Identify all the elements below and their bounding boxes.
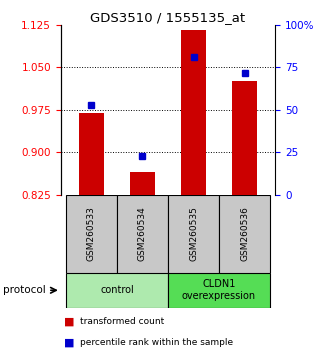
Bar: [66, 195, 117, 273]
Text: ■: ■: [64, 337, 75, 348]
Text: GSM260535: GSM260535: [189, 206, 198, 261]
Bar: [168, 195, 219, 273]
Bar: [117, 195, 168, 273]
Text: control: control: [100, 285, 134, 295]
Text: ■: ■: [64, 317, 75, 327]
Title: GDS3510 / 1555135_at: GDS3510 / 1555135_at: [91, 11, 245, 24]
Text: protocol: protocol: [3, 285, 46, 295]
Text: GSM260533: GSM260533: [87, 206, 96, 261]
Text: percentile rank within the sample: percentile rank within the sample: [80, 338, 233, 347]
Bar: [232, 81, 257, 195]
Bar: [181, 30, 206, 195]
Bar: [79, 113, 104, 195]
Bar: [130, 172, 155, 195]
Text: transformed count: transformed count: [80, 317, 164, 326]
Bar: [219, 195, 270, 273]
Text: CLDN1
overexpression: CLDN1 overexpression: [182, 279, 256, 301]
Bar: [66, 273, 168, 308]
Text: GSM260536: GSM260536: [240, 206, 249, 261]
Bar: [168, 273, 270, 308]
Text: GSM260534: GSM260534: [138, 206, 147, 261]
